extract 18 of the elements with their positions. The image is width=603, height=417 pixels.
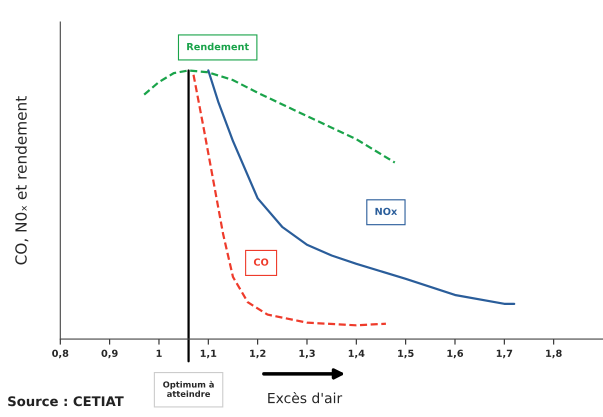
x-tick-label: 0,8: [52, 350, 68, 358]
x-tick-label: 1: [156, 350, 162, 357]
x-tick-label: 1,2: [250, 350, 266, 358]
x-tick-label: 1,5: [398, 350, 414, 358]
text: CO: [254, 258, 268, 266]
x-tick-label: 1,6: [447, 350, 464, 358]
ref-line-label: Optimum à atteindre: [163, 380, 214, 397]
x-tick-label: 1,1: [200, 350, 216, 358]
x-tick-label: 1,4: [348, 350, 364, 358]
text: NOx: [375, 208, 398, 216]
y-axis-title: CO, N0ₓ et rendement: [14, 96, 28, 264]
text: Rendement: [187, 42, 249, 50]
x-tick-label: 0,9: [101, 350, 118, 358]
x-tick-label: 1,7: [496, 350, 512, 358]
source-note: Source : CETIAT: [8, 396, 124, 406]
x-tick-label: 1,3: [299, 350, 315, 358]
text: Excès d'air: [268, 392, 342, 404]
x-tick-label: 1,8: [546, 350, 562, 358]
